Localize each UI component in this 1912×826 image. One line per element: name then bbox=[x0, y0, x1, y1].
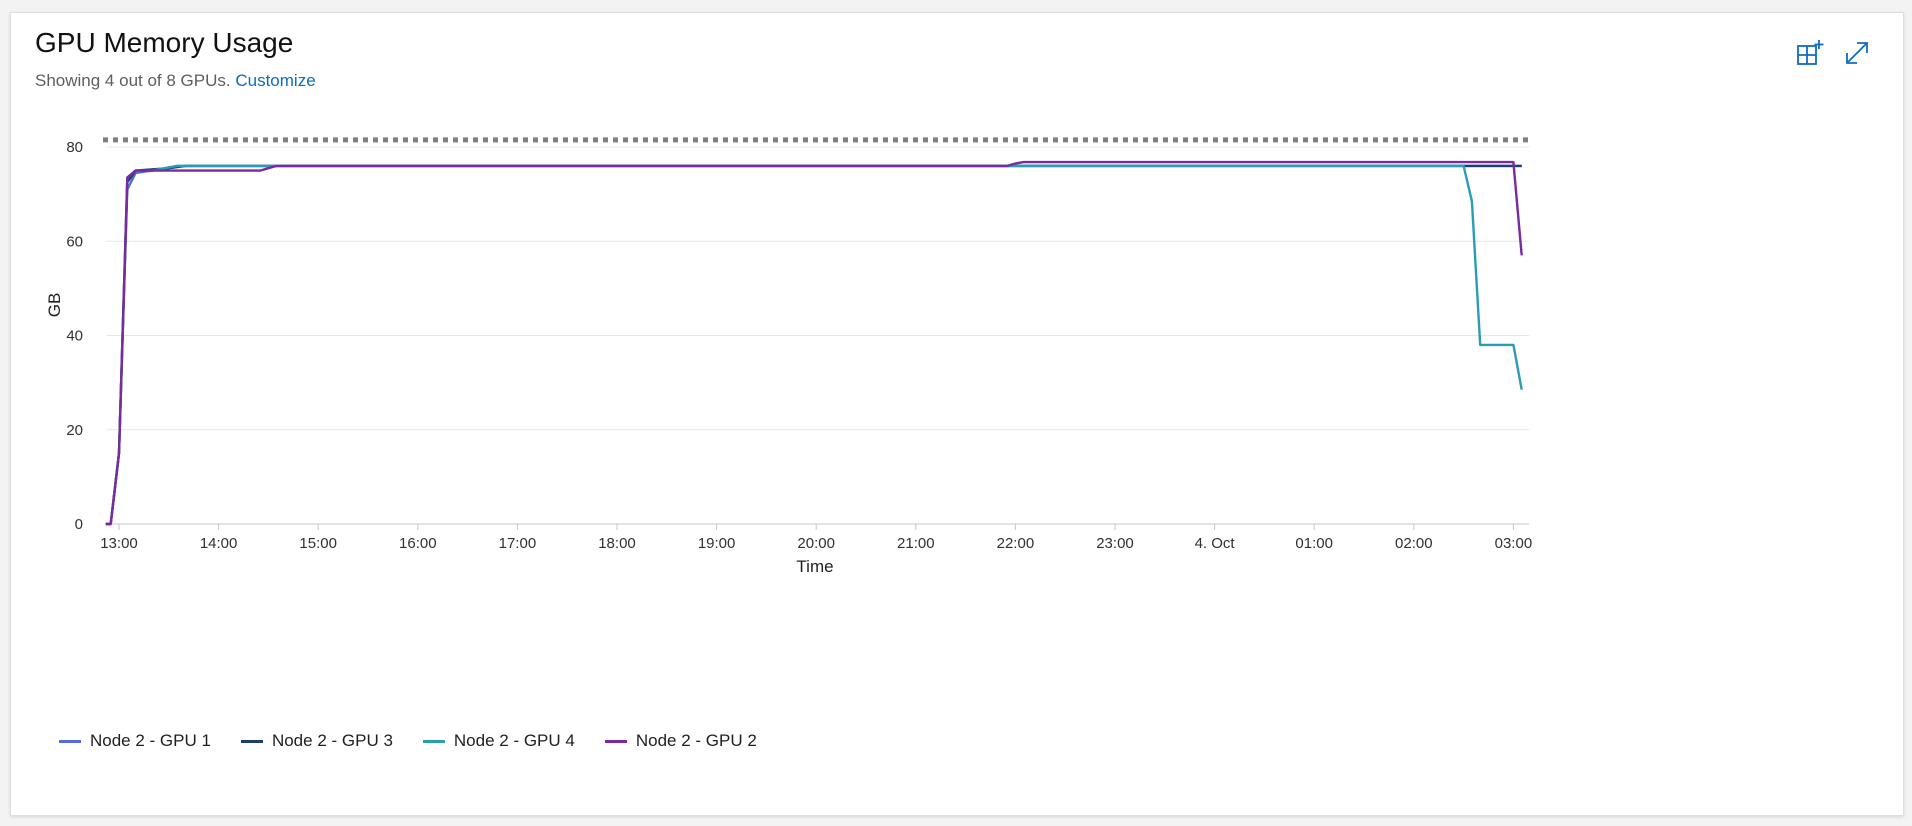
gpu-memory-chart: 0 20 40 60 80 13:00 14:00 15:00 16:00 17:00 18:00 1… bbox=[45, 137, 1533, 576]
x-tick-label: 4. Oct bbox=[1195, 535, 1236, 552]
x-tick-label: 13:00 bbox=[100, 535, 138, 552]
legend-item[interactable]: Node 2 - GPU 4 bbox=[422, 731, 575, 751]
x-tick-label: 18:00 bbox=[598, 535, 636, 552]
legend-label: Node 2 - GPU 2 bbox=[635, 731, 757, 750]
legend-item[interactable]: Node 2 - GPU 1 bbox=[59, 731, 211, 751]
x-tick-label: 19:00 bbox=[698, 535, 736, 552]
x-tick-label: 21:00 bbox=[897, 535, 935, 552]
legend-label: Node 2 - GPU 4 bbox=[453, 731, 575, 750]
x-tick-label: 16:00 bbox=[399, 535, 437, 552]
y-tick-label: 20 bbox=[66, 422, 83, 439]
legend-swatch bbox=[604, 739, 627, 743]
legend-label: Node 2 - GPU 3 bbox=[271, 731, 393, 750]
add-to-dashboard-icon bbox=[1797, 40, 1824, 65]
y-axis-title: GB bbox=[45, 293, 64, 318]
y-tick-label: 80 bbox=[66, 139, 83, 156]
chart-legend: Node 2 - GPU 1 Node 2 - GPU 3 Node 2 - GPU… bbox=[59, 731, 757, 751]
series-line-2 bbox=[105, 164, 1522, 526]
y-tick-label: 0 bbox=[75, 516, 83, 533]
x-tick-label: 20:00 bbox=[797, 535, 835, 552]
x-tick-label: 14:00 bbox=[200, 535, 238, 552]
legend-swatch bbox=[240, 739, 263, 743]
expand-icon bbox=[1846, 42, 1868, 64]
x-tick-label: 01:00 bbox=[1295, 535, 1333, 552]
x-tick-label: 17:00 bbox=[499, 535, 537, 552]
add-to-dashboard-button[interactable] bbox=[1789, 33, 1829, 73]
series-line-4 bbox=[105, 160, 1523, 526]
gpu-count-text: Showing 4 out of 8 GPUs. bbox=[35, 71, 231, 90]
y-tick-label: 60 bbox=[66, 233, 83, 250]
expand-button[interactable] bbox=[1837, 33, 1877, 73]
panel-title: GPU Memory Usage bbox=[35, 27, 294, 58]
x-tick-label: 22:00 bbox=[997, 535, 1035, 552]
x-axis-title: Time bbox=[796, 557, 833, 576]
customize-link[interactable]: Customize bbox=[235, 71, 316, 90]
legend-item[interactable]: Node 2 - GPU 3 bbox=[240, 731, 393, 751]
legend-swatch bbox=[59, 739, 81, 743]
x-tick-label: 15:00 bbox=[299, 535, 337, 552]
y-tick-label: 40 bbox=[66, 328, 83, 345]
series-line-1 bbox=[105, 164, 1522, 526]
x-tick-label: 03:00 bbox=[1495, 535, 1533, 552]
gpu-memory-panel: GPU Memory Usage Showing 4 out of 8 GPUs… bbox=[10, 12, 1904, 816]
legend-label: Node 2 - GPU 1 bbox=[90, 731, 211, 750]
panel-subtitle: Showing 4 out of 8 GPUs. Customize bbox=[35, 71, 316, 91]
x-tick-label: 23:00 bbox=[1096, 535, 1134, 552]
series-line-3 bbox=[105, 164, 1523, 526]
legend-swatch bbox=[422, 739, 445, 743]
legend-item[interactable]: Node 2 - GPU 2 bbox=[604, 731, 757, 751]
x-tick-label: 02:00 bbox=[1395, 535, 1433, 552]
